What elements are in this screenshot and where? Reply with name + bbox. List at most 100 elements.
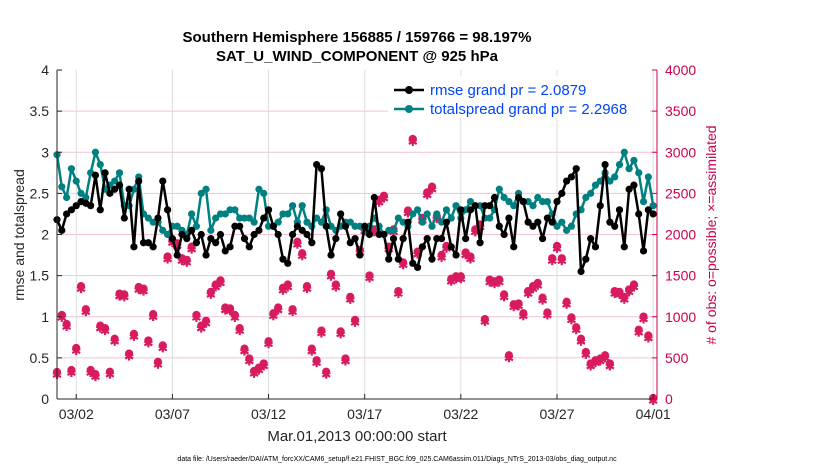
rmse-point — [519, 198, 527, 206]
obs-possible-point — [225, 304, 235, 313]
obs-possible-point — [562, 297, 571, 306]
obs-possible-point — [312, 356, 321, 365]
rmse-point — [490, 193, 499, 202]
totalspread-point — [447, 214, 455, 222]
rmse-point — [125, 185, 133, 193]
footer-data-file: data file: /Users/raeder/DAI/ATM_forcXX/… — [177, 456, 617, 463]
rmse-point — [173, 251, 181, 259]
obs-possible-point — [394, 286, 403, 296]
obs-possible-point — [379, 191, 389, 200]
rmse-point — [63, 210, 71, 218]
rmse-point — [96, 206, 104, 214]
rmse-point — [625, 185, 633, 193]
rmse-point — [644, 206, 652, 214]
rmse-point — [538, 235, 547, 243]
obs-possible-point — [350, 315, 360, 324]
totalspread-point — [582, 193, 590, 202]
rmse-point — [274, 230, 282, 239]
rmse-point — [327, 251, 335, 259]
x-tick-label: 03/07 — [155, 406, 190, 422]
obs-possible-point — [331, 280, 340, 289]
left-tick-label: 3.5 — [30, 103, 50, 119]
obs-possible-point — [235, 323, 244, 333]
rmse-point — [154, 214, 162, 222]
totalspread-point — [221, 210, 229, 218]
obs-possible-point — [283, 280, 292, 289]
obs-possible-point — [466, 252, 475, 261]
rmse-point — [620, 243, 628, 251]
rmse-point — [635, 210, 643, 218]
totalspread-point — [231, 206, 239, 214]
rmse-point — [115, 181, 124, 189]
totalspread-point — [529, 202, 537, 210]
obs-possible-point — [437, 250, 446, 259]
totalspread-point — [163, 230, 172, 239]
right-tick-label: 2000 — [665, 227, 696, 243]
totalspread-point — [346, 218, 354, 226]
rmse-point — [577, 267, 585, 276]
obs-possible-point — [634, 325, 643, 334]
totalspread-point — [606, 177, 614, 185]
x-tick-label: 03/27 — [539, 406, 574, 422]
totalspread-point — [159, 226, 167, 234]
totalspread-point — [615, 160, 624, 169]
obs-possible-point — [495, 275, 504, 284]
obs-possible-point — [149, 310, 158, 319]
rmse-point — [380, 230, 388, 239]
obs-possible-point — [91, 370, 100, 379]
obs-possible-point — [625, 285, 634, 294]
obs-possible-point — [408, 134, 417, 144]
rmse-point — [534, 218, 542, 226]
x-tick-label: 03/12 — [251, 406, 286, 422]
totalspread-point — [428, 222, 436, 230]
totalspread-point — [115, 169, 124, 177]
totalspread-point — [245, 214, 253, 222]
totalspread-point — [260, 189, 268, 197]
obs-possible-point — [629, 280, 639, 289]
rmse-point — [308, 239, 316, 247]
totalspread-point — [587, 189, 595, 197]
obs-possible-point — [600, 351, 610, 360]
obs-possible-point — [341, 354, 350, 363]
rmse-point — [587, 235, 595, 243]
left-tick-label: 2 — [41, 227, 49, 243]
obs-possible-point — [201, 316, 211, 325]
obs-possible-point — [317, 326, 326, 335]
obs-possible-point — [581, 347, 590, 357]
obs-possible-point — [519, 309, 528, 318]
obs-possible-point — [158, 341, 167, 350]
x-tick-label: 03/22 — [443, 406, 478, 422]
legend-spread-label: totalspread grand pr = 2.2968 — [430, 101, 627, 118]
totalspread-point — [173, 222, 181, 230]
obs-possible-point — [67, 365, 76, 375]
series-layer — [52, 134, 658, 405]
totalspread-point — [188, 210, 196, 218]
totalspread-point — [91, 148, 100, 156]
right-tick-label: 0 — [665, 391, 673, 407]
rmse-point — [442, 218, 451, 226]
rmse-point — [385, 255, 393, 263]
rmse-point — [399, 235, 407, 243]
rmse-point — [168, 235, 176, 243]
legend: rmse grand pr = 2.0879 totalspread grand… — [388, 76, 650, 118]
right-tick-label: 4000 — [665, 62, 696, 78]
rmse-point — [341, 222, 350, 230]
right-tick-label: 3000 — [665, 144, 696, 160]
rmse-point — [250, 230, 258, 239]
right-tick-label: 500 — [665, 350, 689, 366]
obs-possible-point — [259, 359, 268, 368]
rmse-point — [207, 235, 215, 243]
totalspread-point — [72, 177, 80, 185]
rmse-point — [313, 160, 321, 169]
totalspread-point — [510, 202, 518, 210]
totalspread-point — [495, 185, 503, 193]
rmse-point — [221, 247, 229, 255]
rmse-point — [245, 243, 253, 251]
right-tick-label: 1500 — [665, 268, 696, 284]
rmse-point — [279, 255, 287, 263]
rmse-point — [630, 181, 638, 189]
obs-possible-point — [187, 242, 196, 251]
totalspread-point — [63, 193, 71, 202]
rmse-point — [639, 247, 648, 255]
grid — [57, 70, 657, 399]
